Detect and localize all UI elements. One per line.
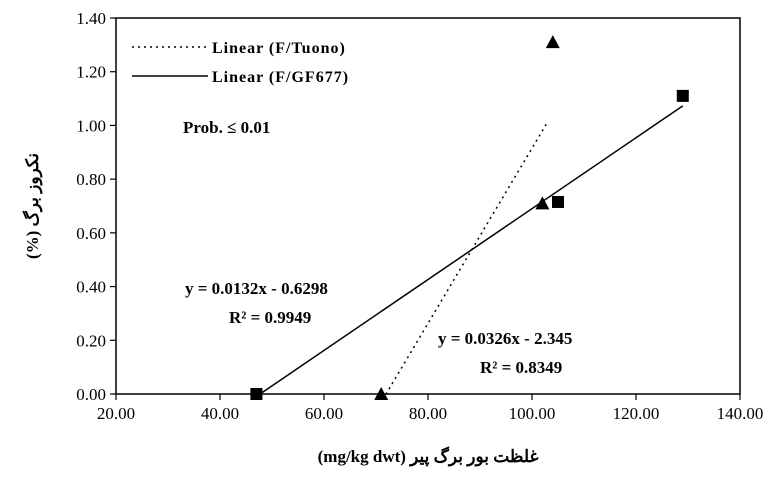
tuono-r2: R² = 0.8349: [480, 358, 562, 377]
plot-area: [115, 17, 741, 395]
x-tick-label: 80.00: [409, 404, 447, 423]
y-tick-label: 0.40: [76, 278, 106, 297]
y-tick-label: 1.20: [76, 63, 106, 82]
y-tick-label: 0.00: [76, 385, 106, 404]
gf677-equation: y = 0.0132x - 0.6298: [185, 279, 328, 298]
legend: Linear (F/Tuono) Linear (F/GF677): [132, 40, 349, 86]
gf677-r2: R² = 0.9949: [229, 308, 311, 327]
trendlines: [259, 105, 684, 395]
point-gf677: [676, 89, 689, 102]
legend-label-tuono: Linear (F/Tuono): [212, 40, 346, 57]
data-points: [250, 35, 689, 400]
tuono-equation: y = 0.0326x - 2.345: [438, 329, 572, 348]
x-tick-label: 120.00: [613, 404, 660, 423]
trendline-tuono: [385, 121, 549, 395]
y-tick-label: 1.00: [76, 116, 106, 135]
y-tick-label: 0.20: [76, 331, 106, 350]
x-tick-label: 140.00: [717, 404, 764, 423]
x-axis-label: غلظت بور برگ پیر (mg/kg dwt): [318, 446, 539, 467]
y-axis-ticks: 0.00 0.20 0.40 0.60 0.80 1.00 1.20 1.40: [76, 9, 116, 404]
x-axis-ticks: 20.00 40.00 60.00 80.00 100.00 120.00 140.00: [97, 394, 764, 423]
x-tick-label: 40.00: [201, 404, 239, 423]
x-tick-label: 60.00: [305, 404, 343, 423]
x-tick-label: 100.00: [509, 404, 556, 423]
y-axis-label: نکروز برگ (%): [22, 153, 43, 259]
x-tick-label: 20.00: [97, 404, 135, 423]
point-tuono: [374, 387, 389, 400]
y-tick-label: 0.60: [76, 224, 106, 243]
point-tuono: [545, 35, 560, 49]
y-tick-label: 1.40: [76, 9, 106, 28]
point-gf677: [552, 195, 564, 208]
legend-label-gf677: Linear (F/GF677): [212, 69, 349, 86]
y-tick-label: 0.80: [76, 170, 106, 189]
point-tuono: [535, 196, 550, 210]
point-gf677: [250, 388, 263, 400]
trendline-gf677: [259, 105, 684, 395]
significance-annotation: Prob. ≤ 0.01: [183, 118, 270, 137]
